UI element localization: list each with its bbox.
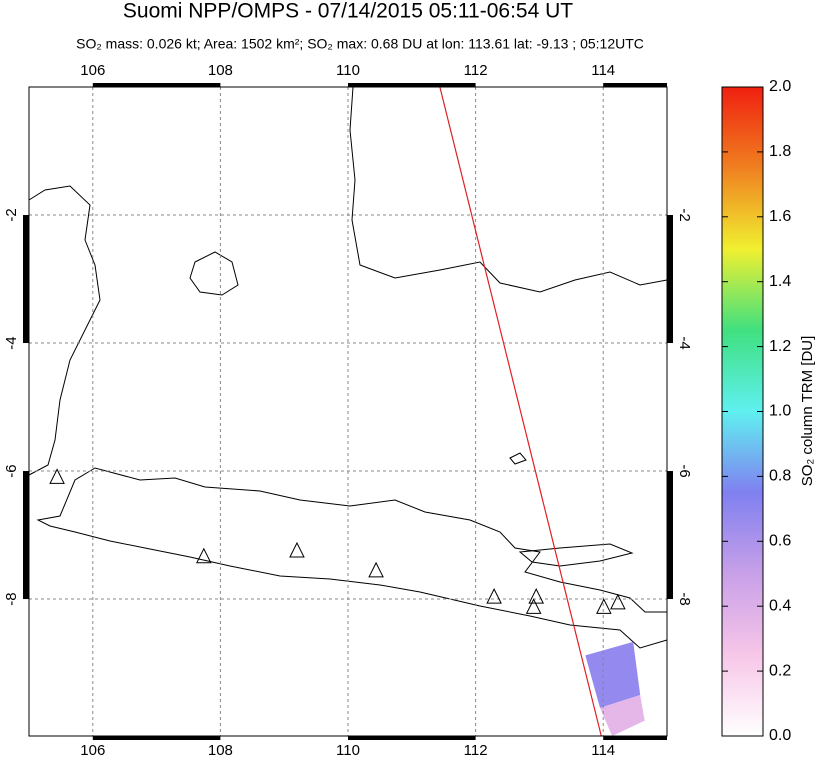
map-area <box>28 86 668 737</box>
lon-tick-label: 106 <box>80 742 105 759</box>
colorbar-tick-label: 0.4 <box>769 597 791 614</box>
frame-bar <box>667 215 673 344</box>
so2-pixel <box>600 695 645 736</box>
frame-bar <box>603 83 667 87</box>
island-coast <box>509 452 527 465</box>
java-coast <box>36 467 668 649</box>
volcano <box>525 598 542 614</box>
colorbar <box>721 86 764 737</box>
lon-tick-label: 110 <box>336 742 360 759</box>
frame-bar <box>92 736 221 740</box>
lon-tick-label: 112 <box>464 742 488 759</box>
map-frame <box>28 86 668 737</box>
frame-bar <box>23 471 29 600</box>
borneo-coast <box>349 86 668 293</box>
colorbar-tick-label: 1.4 <box>769 273 791 290</box>
lat-tick-label: -4 <box>676 336 693 349</box>
volcano <box>368 561 384 578</box>
colorbar-tick-label: 1.8 <box>769 143 791 160</box>
colorbar-tick-label: 0.2 <box>769 662 791 679</box>
lat-tick-label: -6 <box>3 464 20 477</box>
volcano <box>289 541 305 558</box>
frame-bar <box>92 83 221 87</box>
frame-bar <box>348 83 476 87</box>
volcano <box>610 593 626 610</box>
lon-tick-label: 110 <box>336 62 360 79</box>
lon-tick-label: 106 <box>80 62 105 79</box>
title: Suomi NPP/OMPS - 07/14/2015 05:11-06:54 … <box>123 0 573 23</box>
frame-bar <box>603 736 667 740</box>
so2-pixel <box>585 641 641 708</box>
frame-bar <box>23 215 29 344</box>
colorbar-tick-label: 1.2 <box>769 338 791 355</box>
frame-bar <box>667 471 673 600</box>
colorbar-tick-label: 0.6 <box>769 533 791 550</box>
lat-tick-label: -2 <box>676 208 693 221</box>
volcano <box>196 547 212 564</box>
lat-tick-label: -6 <box>676 464 693 477</box>
volcano <box>528 587 545 604</box>
orbit-track <box>439 86 602 737</box>
colorbar-tick-label: 1.6 <box>769 208 791 225</box>
lat-tick-label: -8 <box>676 592 693 605</box>
coastlines <box>28 86 668 649</box>
colorbar-tick-label: 0.0 <box>769 727 791 744</box>
lat-tick-label: -2 <box>3 208 20 221</box>
colorbar-label: SO₂ column TRM [DU] <box>799 336 816 487</box>
colorbar-tick-label: 1.0 <box>769 403 791 420</box>
lon-tick-label: 114 <box>591 62 615 79</box>
frame-bar <box>348 736 476 740</box>
colorbar-tick-label: 0.8 <box>769 468 791 485</box>
volcano <box>596 598 612 614</box>
lat-tick-label: -4 <box>3 336 20 349</box>
volcano <box>49 468 65 484</box>
colorbar-tick-label: 2.0 <box>769 78 791 95</box>
subtitle: SO₂ mass: 0.026 kt; Area: 1502 km²; SO₂ … <box>76 36 644 52</box>
volcano <box>486 587 502 604</box>
lon-tick-label: 108 <box>208 742 233 759</box>
lon-tick-label: 112 <box>464 62 488 79</box>
madura-coast <box>518 543 634 567</box>
bangka-coast <box>189 251 239 296</box>
lon-tick-label: 108 <box>208 62 233 79</box>
lat-tick-label: -8 <box>3 592 20 605</box>
sumatra-coast <box>28 185 101 476</box>
lon-tick-label: 114 <box>591 742 615 759</box>
